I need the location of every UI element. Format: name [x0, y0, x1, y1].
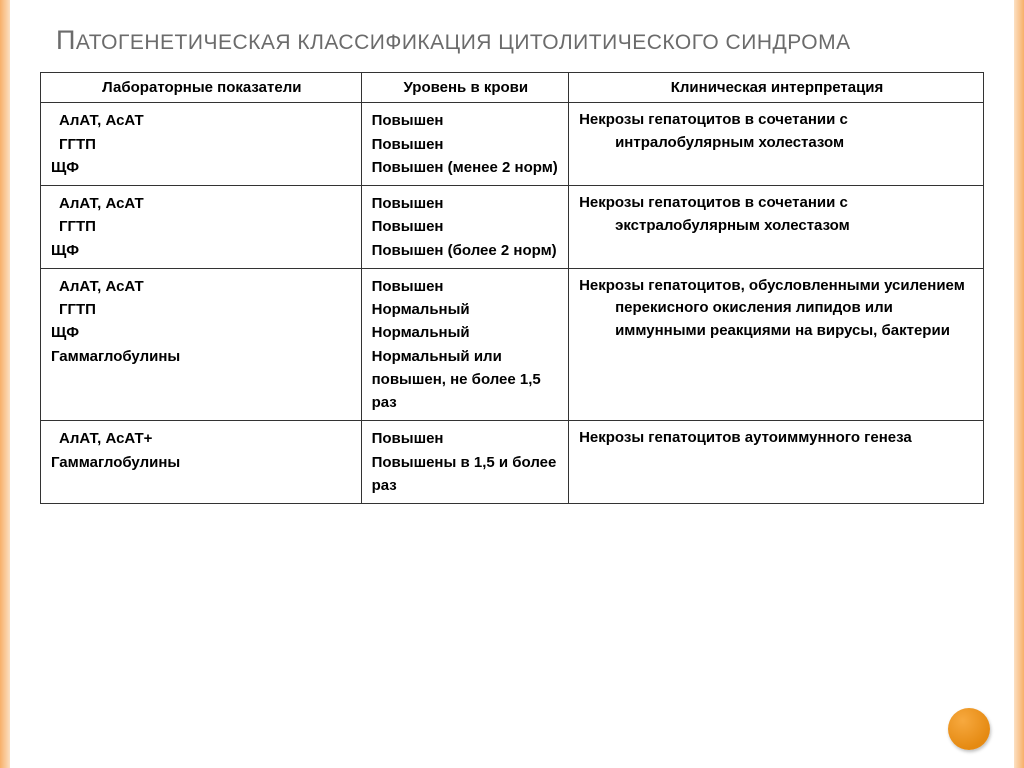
table-row: АлАТ, АсАТГГТПЩФПовышенПовышенПовышен (б… — [41, 186, 984, 269]
lab-line: ГГТП — [51, 133, 353, 156]
clinical-text: Некрозы гепатоцитов в сочетании с экстра… — [579, 192, 975, 237]
lab-line: АлАТ, АсАТ+ — [51, 427, 353, 450]
lab-line: ГГТП — [51, 215, 353, 238]
lab-line: АлАТ, АсАТ — [51, 275, 353, 298]
level-line: Нормальный — [372, 321, 560, 344]
lab-line: ЩФ — [51, 239, 353, 262]
col-header-clin: Клиническая интерпретация — [569, 73, 984, 103]
lab-line: ЩФ — [51, 321, 353, 344]
lab-line: ГГТП — [51, 298, 353, 321]
accent-bar-right — [1014, 0, 1024, 768]
level-cell: ПовышенПовышенПовышен (более 2 норм) — [361, 186, 568, 269]
level-line: Нормальный — [372, 298, 560, 321]
accent-bar-left — [0, 0, 10, 768]
clinical-cell: Некрозы гепатоцитов в сочетании с экстра… — [569, 186, 984, 269]
lab-cell: АлАТ, АсАТГГТПЩФ — [41, 186, 362, 269]
lab-cell: АлАТ, АсАТ+Гаммаглобулины — [41, 421, 362, 504]
lab-line: АлАТ, АсАТ — [51, 192, 353, 215]
level-line: Повышен — [372, 109, 560, 132]
table-row: АлАТ, АсАТ+ГаммаглобулиныПовышенПовышены… — [41, 421, 984, 504]
decorative-dot-icon — [948, 708, 990, 750]
lab-line: АлАТ, АсАТ — [51, 109, 353, 132]
clinical-cell: Некрозы гепатоцитов в сочетании с интрал… — [569, 103, 984, 186]
table-row: АлАТ, АсАТГГТПЩФПовышенПовышенПовышен (м… — [41, 103, 984, 186]
title-area: Патогенетическая классификация цитолитич… — [10, 0, 1014, 68]
slide-content: Патогенетическая классификация цитолитич… — [10, 0, 1014, 768]
lab-line: Гаммаглобулины — [51, 345, 353, 368]
level-line: Повышены в 1,5 и более раз — [372, 451, 560, 498]
level-line: Повышен (более 2 норм) — [372, 239, 560, 262]
lab-line: ЩФ — [51, 156, 353, 179]
col-header-level: Уровень в крови — [361, 73, 568, 103]
level-line: Нормальный или повышен, не более 1,5 раз — [372, 345, 560, 415]
table-row: АлАТ, АсАТГГТПЩФГаммаглобулиныПовышенНор… — [41, 268, 984, 421]
level-line: Повышен — [372, 192, 560, 215]
level-line: Повышен — [372, 275, 560, 298]
clinical-text: Некрозы гепатоцитов аутоиммунного генеза — [579, 427, 975, 450]
classification-table: Лабораторные показатели Уровень в крови … — [40, 72, 984, 504]
clinical-cell: Некрозы гепатоцитов, обусловленными усил… — [569, 268, 984, 421]
level-line: Повышен — [372, 133, 560, 156]
level-line: Повышен — [372, 215, 560, 238]
level-line: Повышен (менее 2 норм) — [372, 156, 560, 179]
table-header-row: Лабораторные показатели Уровень в крови … — [41, 73, 984, 103]
lab-line: Гаммаглобулины — [51, 451, 353, 474]
slide: Патогенетическая классификация цитолитич… — [0, 0, 1024, 768]
col-header-lab: Лабораторные показатели — [41, 73, 362, 103]
table-area: Лабораторные показатели Уровень в крови … — [10, 68, 1014, 504]
lab-cell: АлАТ, АсАТГГТПЩФГаммаглобулины — [41, 268, 362, 421]
clinical-text: Некрозы гепатоцитов в сочетании с интрал… — [579, 109, 975, 154]
level-cell: ПовышенПовышены в 1,5 и более раз — [361, 421, 568, 504]
clinical-cell: Некрозы гепатоцитов аутоиммунного генеза — [569, 421, 984, 504]
slide-title: Патогенетическая классификация цитолитич… — [56, 22, 974, 58]
level-cell: ПовышенПовышенПовышен (менее 2 норм) — [361, 103, 568, 186]
clinical-text: Некрозы гепатоцитов, обусловленными усил… — [579, 275, 975, 343]
lab-cell: АлАТ, АсАТГГТПЩФ — [41, 103, 362, 186]
level-line: Повышен — [372, 427, 560, 450]
level-cell: ПовышенНормальныйНормальныйНормальный ил… — [361, 268, 568, 421]
